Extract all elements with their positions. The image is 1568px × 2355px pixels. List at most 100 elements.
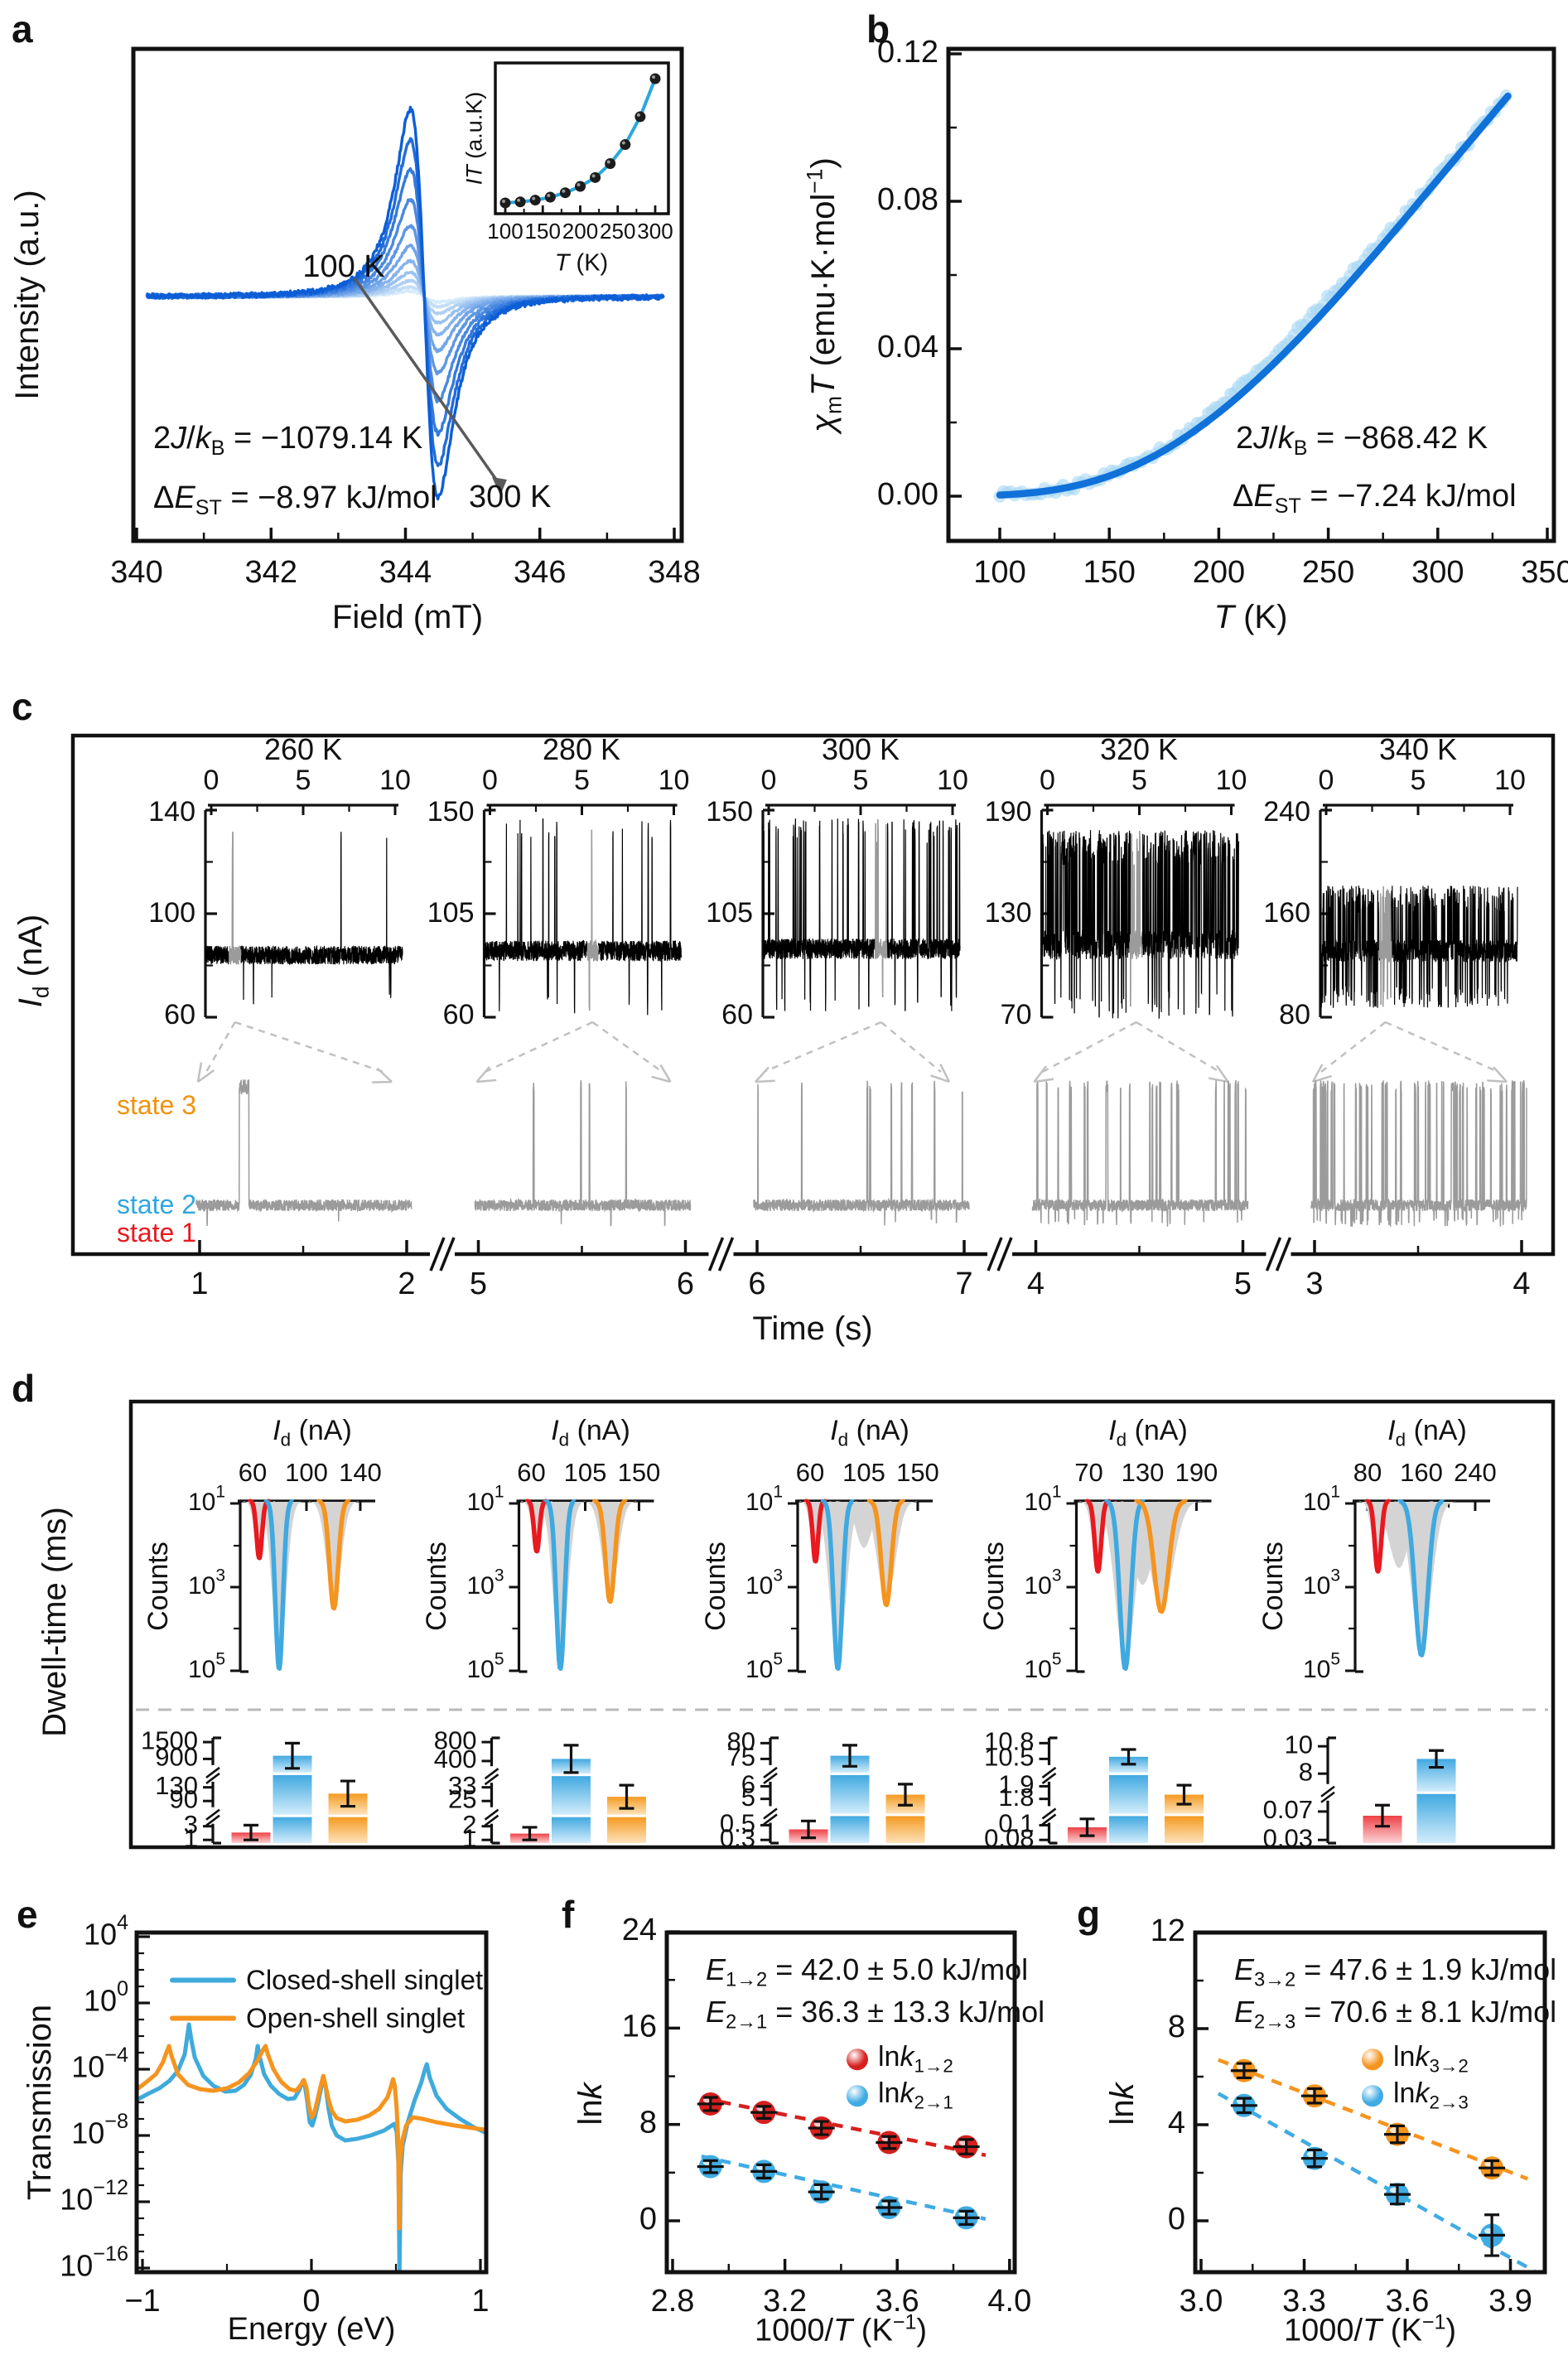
dwell-column-4: 80 160 240 101 103 105 0.030.07 810 bbox=[1263, 1458, 1497, 1852]
panel-a-label: a bbox=[12, 7, 33, 51]
svg-text:140: 140 bbox=[148, 796, 195, 828]
svg-text:10: 10 bbox=[659, 765, 690, 796]
trace-temp-label-280k: 280 K bbox=[542, 732, 621, 766]
svg-text:7: 7 bbox=[955, 1267, 972, 1301]
d-hist-title-5: Id (nA) bbox=[1387, 1415, 1467, 1450]
svg-text:190: 190 bbox=[985, 796, 1032, 828]
svg-text:5: 5 bbox=[296, 765, 311, 796]
svg-text:6: 6 bbox=[741, 1770, 755, 1799]
open-shell-line-swatch bbox=[170, 2015, 236, 2020]
svg-text:100: 100 bbox=[487, 219, 523, 244]
svg-text:103: 103 bbox=[745, 1566, 783, 1600]
k21-dot-swatch bbox=[847, 2084, 868, 2106]
svg-text:101: 101 bbox=[188, 1482, 225, 1516]
svg-text:0: 0 bbox=[761, 765, 777, 796]
svg-text:300: 300 bbox=[1411, 555, 1464, 590]
svg-text:350: 350 bbox=[1521, 555, 1568, 590]
svg-text:101: 101 bbox=[1303, 1482, 1340, 1516]
svg-text:340: 340 bbox=[110, 555, 162, 590]
svg-text:80: 80 bbox=[727, 1727, 755, 1756]
trace-temp-label-300k: 300 K bbox=[821, 732, 900, 766]
svg-text:4: 4 bbox=[1027, 1267, 1045, 1301]
svg-text:10: 10 bbox=[379, 765, 411, 796]
g-legend-k23: lnk2→3 bbox=[1362, 2079, 1469, 2112]
svg-text:0.04: 0.04 bbox=[877, 330, 938, 364]
svg-text:5: 5 bbox=[741, 1783, 755, 1812]
svg-text:1500: 1500 bbox=[141, 1725, 198, 1754]
svg-text:105: 105 bbox=[564, 1458, 607, 1487]
svg-text:80: 80 bbox=[1279, 999, 1310, 1030]
svg-text:103: 103 bbox=[1303, 1566, 1340, 1600]
svg-text:150: 150 bbox=[706, 796, 753, 828]
f-x-axis-title: 1000/T (K−1) bbox=[754, 2310, 928, 2348]
k12-dot-swatch bbox=[847, 2048, 868, 2070]
g-legend-k32: lnk3→2 bbox=[1362, 2043, 1469, 2076]
svg-text:0: 0 bbox=[302, 2284, 320, 2319]
d-counts-label-5: Counts bbox=[1257, 1542, 1289, 1631]
svg-text:75: 75 bbox=[727, 1743, 755, 1772]
svg-text:101: 101 bbox=[745, 1482, 783, 1516]
svg-text:150: 150 bbox=[427, 796, 475, 828]
svg-text:−1: −1 bbox=[124, 2284, 160, 2319]
trace-temp-label-320k: 320 K bbox=[1099, 732, 1179, 766]
d-counts-label-1: Counts bbox=[142, 1542, 174, 1631]
svg-text:70: 70 bbox=[1001, 999, 1032, 1030]
svg-text:300: 300 bbox=[637, 219, 673, 244]
svg-text:1: 1 bbox=[184, 1823, 198, 1852]
svg-text:90: 90 bbox=[170, 1784, 198, 1813]
svg-text:1: 1 bbox=[191, 1267, 208, 1301]
a-inset-x-axis-title: T (K) bbox=[554, 249, 609, 277]
dwell-column-3: 70 130 190 101 103 105 0.080.11.81.910.510.8 bbox=[984, 1458, 1218, 1852]
b-y-axis-title: χmT (emu·K·mol−1) bbox=[802, 157, 847, 432]
svg-text:12: 12 bbox=[1151, 1913, 1185, 1948]
svg-text:3.2: 3.2 bbox=[763, 2284, 807, 2319]
svg-text:240: 240 bbox=[1454, 1458, 1497, 1487]
svg-text:24: 24 bbox=[622, 1913, 657, 1947]
svg-text:0.12: 0.12 bbox=[877, 35, 938, 70]
trace-temp-label-260k: 260 K bbox=[263, 732, 343, 766]
svg-text:130: 130 bbox=[985, 897, 1032, 929]
panel-g-plot: 0 4 8 12 3.0 3.3 3.6 3.9 bbox=[1151, 1913, 1547, 2319]
b-annotation-dest: ΔEST = −7.24 kJ/mol bbox=[1233, 478, 1517, 518]
svg-text:105: 105 bbox=[745, 1649, 783, 1683]
svg-text:60: 60 bbox=[796, 1458, 824, 1487]
svg-text:4: 4 bbox=[1513, 1267, 1530, 1301]
svg-text:16: 16 bbox=[622, 2009, 657, 2044]
svg-text:160: 160 bbox=[1263, 897, 1310, 929]
e-legend-closed-shell-text: Closed-shell singlet bbox=[246, 1964, 484, 1995]
svg-text:105: 105 bbox=[427, 897, 475, 929]
svg-text:400: 400 bbox=[434, 1745, 477, 1773]
state-2-label: state 2 bbox=[116, 1190, 196, 1219]
d-hist-title-3: Id (nA) bbox=[830, 1415, 909, 1450]
a-label-300k: 300 K bbox=[469, 480, 552, 514]
svg-text:60: 60 bbox=[164, 999, 195, 1030]
svg-text:6: 6 bbox=[677, 1267, 694, 1301]
f-legend-k12-text: lnk1→2 bbox=[878, 2041, 953, 2077]
trace-column-2: 0 5 10 150 105 60 6 7 bbox=[706, 765, 1013, 1301]
panel-g-label: g bbox=[1077, 1893, 1101, 1936]
svg-text:5: 5 bbox=[1234, 1267, 1252, 1301]
svg-text:1: 1 bbox=[462, 1823, 476, 1852]
svg-text:3.6: 3.6 bbox=[876, 2284, 919, 2319]
panel-e-label: e bbox=[17, 1893, 38, 1936]
svg-text:0.08: 0.08 bbox=[877, 182, 938, 217]
panel-d-label: d bbox=[12, 1367, 36, 1410]
d-counts-label-4: Counts bbox=[978, 1542, 1010, 1631]
svg-text:60: 60 bbox=[239, 1458, 267, 1487]
panel-b-label: b bbox=[866, 7, 890, 51]
svg-text:60: 60 bbox=[721, 999, 753, 1030]
svg-text:104: 104 bbox=[84, 1910, 128, 1951]
svg-text:200: 200 bbox=[1193, 555, 1245, 590]
svg-text:130: 130 bbox=[155, 1771, 198, 1800]
svg-text:250: 250 bbox=[600, 219, 635, 244]
svg-text:10−4: 10−4 bbox=[71, 2043, 128, 2083]
a-x-axis-title: Field (mT) bbox=[331, 599, 484, 635]
svg-text:160: 160 bbox=[1400, 1458, 1443, 1487]
svg-text:5: 5 bbox=[470, 1267, 487, 1301]
svg-text:70: 70 bbox=[1074, 1458, 1102, 1487]
d-hist-title-1: Id (nA) bbox=[273, 1415, 352, 1450]
svg-text:346: 346 bbox=[514, 555, 566, 590]
panel-f-label: f bbox=[562, 1893, 575, 1936]
